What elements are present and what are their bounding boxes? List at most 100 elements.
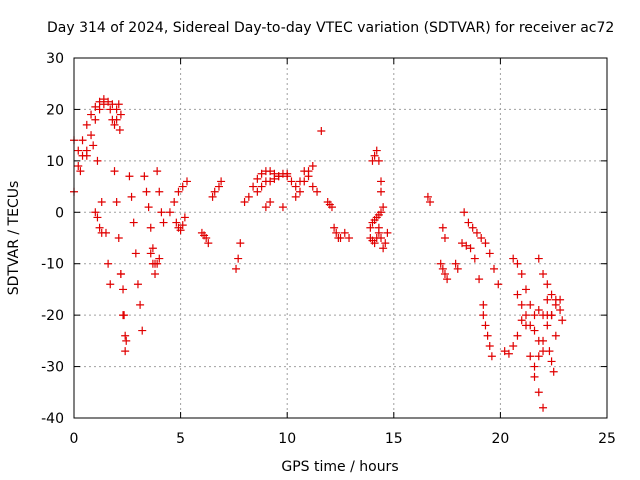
data-point — [372, 146, 381, 155]
data-point — [232, 264, 241, 273]
y-tick-labels: -40 -30 -20 -10 0 10 20 30 — [41, 51, 64, 427]
data-point — [558, 316, 567, 325]
data-point — [534, 352, 543, 361]
data-point — [180, 213, 189, 222]
series-arc-30 — [423, 192, 435, 206]
series-arc-19 — [283, 167, 322, 196]
data-point — [517, 270, 526, 278]
series-arc-25 — [366, 208, 386, 232]
data-point — [300, 177, 309, 186]
series-arc-15 — [208, 177, 226, 201]
data-point — [153, 167, 162, 176]
data-point — [131, 249, 140, 258]
x-tick-label: 0 — [70, 431, 79, 447]
data-point — [543, 295, 552, 304]
series-arc-36 — [460, 208, 503, 289]
data-point — [91, 208, 100, 217]
data-point — [313, 187, 322, 196]
data-point — [291, 192, 300, 201]
data-point — [547, 357, 556, 366]
data-point — [89, 141, 98, 150]
data-point — [551, 331, 560, 340]
data-point — [304, 167, 313, 176]
data-point — [120, 311, 129, 320]
data-point — [295, 187, 304, 196]
data-point — [481, 321, 490, 330]
series-arc-43 — [545, 347, 558, 376]
data-point — [549, 367, 558, 376]
series-arc-27 — [374, 223, 392, 253]
data-point — [283, 172, 292, 181]
data-point — [165, 208, 174, 217]
data-point — [234, 254, 243, 263]
y-tick-label: 10 — [46, 154, 64, 170]
series-arc-10 — [146, 249, 164, 278]
data-point — [534, 254, 543, 263]
data-point — [330, 223, 339, 232]
data-point — [340, 228, 349, 237]
data-point — [485, 249, 494, 258]
series-arc-28 — [368, 146, 386, 186]
data-point — [74, 162, 83, 170]
x-axis-label: GPS time / hours — [281, 459, 398, 475]
data-point — [526, 321, 535, 330]
data-point — [110, 167, 119, 176]
data-point — [530, 311, 539, 320]
data-point — [140, 172, 149, 181]
data-point — [144, 203, 153, 212]
data-point — [116, 110, 125, 119]
data-point — [266, 167, 275, 176]
data-point — [332, 228, 341, 237]
data-point — [95, 223, 104, 232]
data-point — [426, 198, 435, 206]
series-arc-1 — [70, 95, 125, 196]
data-point — [104, 97, 113, 106]
data-point — [517, 300, 526, 309]
data-point — [121, 331, 130, 340]
series-arc-32 — [451, 259, 462, 273]
data-point — [114, 234, 123, 242]
data-point — [308, 182, 317, 191]
data-point — [383, 228, 392, 237]
data-point — [466, 244, 475, 253]
data-point — [481, 239, 490, 248]
data-point — [438, 264, 447, 273]
data-point — [104, 259, 113, 268]
data-point — [521, 311, 530, 320]
y-tick-label: 20 — [46, 102, 64, 118]
data-point — [266, 198, 275, 206]
data-point — [377, 177, 386, 186]
data-point — [494, 280, 503, 289]
data-point — [155, 254, 164, 263]
data-point — [106, 280, 115, 289]
data-point — [464, 218, 473, 227]
data-point — [423, 192, 432, 201]
data-point — [278, 203, 287, 212]
data-point — [547, 311, 556, 320]
data-point — [370, 151, 379, 160]
data-point — [500, 347, 509, 356]
data-point — [451, 259, 460, 268]
data-point — [257, 182, 266, 191]
data-point — [202, 234, 211, 242]
data-point — [87, 131, 96, 140]
y-tick-label: 0 — [55, 205, 64, 221]
data-point — [112, 115, 121, 124]
data-point — [153, 259, 162, 268]
series-arc-24 — [330, 223, 354, 242]
series-arc-14 — [197, 228, 213, 248]
data-point — [534, 306, 543, 314]
data-point — [182, 177, 191, 186]
data-point — [82, 120, 91, 129]
y-tick-label: -30 — [41, 360, 64, 376]
data-point — [468, 223, 477, 232]
data-point — [379, 203, 388, 212]
data-point — [176, 226, 185, 235]
data-point — [214, 182, 223, 191]
series-arc-6 — [125, 172, 147, 335]
data-point — [377, 234, 386, 242]
data-point — [119, 285, 128, 294]
series-arc-31 — [436, 259, 452, 284]
data-point — [112, 198, 121, 206]
data-point — [253, 187, 262, 196]
